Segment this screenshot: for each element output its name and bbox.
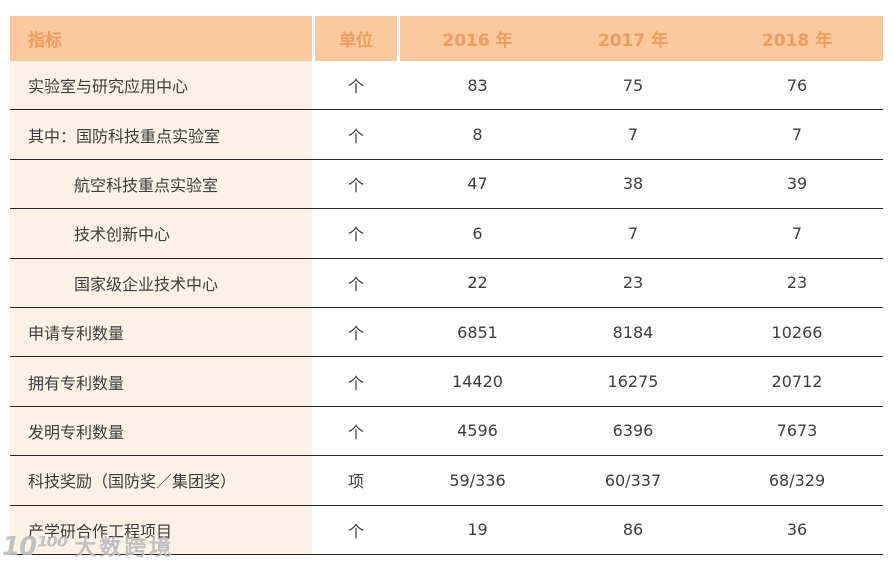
row-value-2016: 47: [467, 174, 488, 194]
row-value-2018: 39: [786, 174, 808, 194]
row-value-2018: 36: [786, 520, 808, 540]
row-value-2018: 7: [791, 223, 803, 243]
row-unit: 个: [347, 521, 364, 541]
row-value-2017: 7: [627, 223, 639, 243]
row-value-2016: 22: [467, 273, 488, 293]
row-value-2017: 86: [622, 520, 644, 540]
row-value-2017: 23: [622, 273, 644, 293]
row-value-2018: 20712: [771, 372, 823, 392]
row-value-2018: 76: [786, 75, 808, 95]
row-value-2017: 38: [622, 174, 644, 194]
row-value-2018: 7673: [776, 421, 818, 441]
watermark-logo-icon: 10¹⁰⁰: [2, 532, 68, 562]
row-label: 国家级企业技术中心: [10, 258, 312, 307]
row-value-2016: 6851: [457, 322, 498, 342]
row-unit: 个: [347, 373, 364, 393]
row-label: 实验室与研究应用中心: [10, 61, 312, 110]
header-year-2017: 2017 年: [555, 16, 711, 61]
table-row: 科技奖励（国防奖／集团奖） 项 59/336 60/337 68/329: [10, 456, 883, 506]
row-label: 航空科技重点实验室: [10, 159, 312, 209]
row-value-2017: 60/337: [604, 470, 662, 490]
row-label: 拥有专利数量: [10, 357, 312, 406]
row-value-2017: 8184: [612, 322, 654, 342]
row-unit: 个: [347, 175, 364, 195]
row-value-2016: 8: [472, 125, 483, 145]
table-row: 技术创新中心 个 6 7 7: [10, 209, 883, 259]
row-value-2017: 16275: [607, 372, 659, 392]
table-row: 拥有专利数量 个 14420 16275 20712: [10, 357, 883, 407]
row-value-2016: 14420: [452, 372, 503, 392]
row-value-2018: 7: [791, 125, 803, 145]
row-unit: 个: [347, 324, 364, 344]
header-indicator: 指标: [10, 16, 312, 61]
row-label: 申请专利数量: [10, 307, 312, 357]
row-label: 技术创新中心: [10, 209, 312, 258]
table-row: 航空科技重点实验室 个 47 38 39: [10, 159, 883, 210]
row-label: 科技奖励（国防奖／集团奖）: [10, 456, 312, 505]
row-unit: 个: [347, 422, 364, 442]
watermark-text: 大数跨境: [74, 536, 175, 561]
row-value-2017: 6396: [612, 421, 654, 441]
header-year-2016: 2016 年: [400, 16, 555, 61]
row-value-2016: 83: [467, 75, 488, 95]
row-unit: 个: [347, 225, 364, 245]
table-row: 申请专利数量 个 6851 8184 10266: [10, 307, 883, 358]
row-value-2016: 6: [472, 223, 483, 243]
row-unit: 个: [347, 77, 364, 97]
row-unit: 个: [347, 274, 364, 294]
row-label: 其中：国防科技重点实验室: [10, 110, 312, 159]
watermark: 10¹⁰⁰ 大数跨境: [2, 530, 174, 562]
stats-table: 指标 单位 2016 年 2017 年 2018 年 实验室与研究应用中心 个 …: [10, 16, 883, 555]
table-row: 其中：国防科技重点实验室 个 8 7 7: [10, 110, 883, 160]
row-unit: 个: [347, 126, 364, 146]
row-label: 产学研合作工程项目: [10, 505, 312, 554]
table-row: 国家级企业技术中心 个 22 23 23: [10, 258, 883, 308]
header-year-2018: 2018 年: [711, 16, 883, 61]
row-unit: 项: [347, 472, 364, 492]
table-row: 实验室与研究应用中心 个 83 75 76: [10, 61, 883, 111]
row-label: 发明专利数量: [10, 406, 312, 456]
row-value-2016: 4596: [457, 421, 498, 441]
table-row: 发明专利数量 个 4596 6396 7673: [10, 406, 883, 457]
row-value-2018: 10266: [771, 322, 823, 342]
row-value-2018: 23: [786, 273, 808, 293]
header-unit: 单位: [315, 16, 397, 61]
row-value-2016: 19: [467, 520, 488, 540]
row-value-2018: 68/329: [768, 470, 826, 490]
row-value-2017: 75: [622, 75, 644, 95]
row-value-2016: 59/336: [449, 470, 506, 490]
row-value-2017: 7: [627, 125, 639, 145]
table-row: 产学研合作工程项目 个 19 86 36: [10, 505, 883, 555]
table-header-row: 指标 单位 2016 年 2017 年 2018 年: [10, 16, 883, 61]
